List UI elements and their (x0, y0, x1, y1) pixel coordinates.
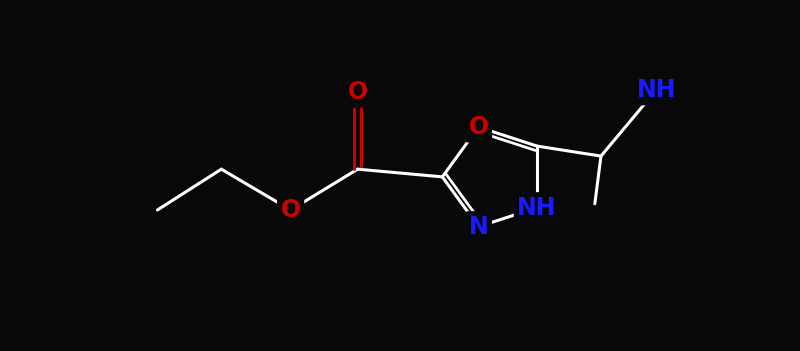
Text: O: O (347, 80, 368, 104)
Text: N: N (469, 215, 488, 239)
Text: O: O (469, 115, 489, 139)
Text: O: O (281, 198, 301, 222)
Text: NH: NH (637, 78, 676, 102)
Text: NH: NH (518, 196, 557, 220)
